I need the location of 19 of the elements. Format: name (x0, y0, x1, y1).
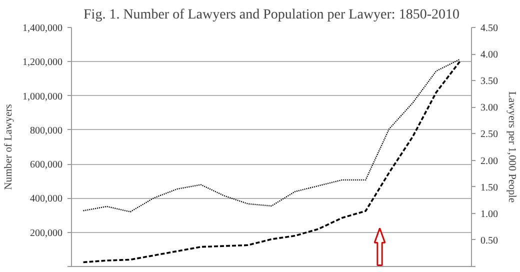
y2-tick-label: 0.50 (480, 235, 498, 246)
y-tick-label: 400,000 (30, 194, 62, 205)
y2-tick-label: 1.50 (480, 182, 498, 194)
y2-tick-label: 3.00 (480, 102, 498, 114)
y-tick-label: 1,000,000 (22, 91, 62, 102)
y2-axis-title: Lawyers per 1,000 People (506, 91, 517, 203)
y-tick-label: 200,000 (30, 228, 62, 239)
y2-tick-label: 2.50 (480, 129, 498, 140)
y2-tick-label: 1.00 (480, 208, 498, 220)
y-tick-label: 600,000 (30, 160, 62, 171)
y2-tick-label: 4.00 (480, 50, 498, 61)
y2-tick-label: 2.00 (480, 156, 498, 167)
y-tick-label: 1,400,000 (22, 23, 62, 34)
y-tick-label: 800,000 (30, 125, 62, 136)
chart-title: Fig. 1. Number of Lawyers and Population per Lawyer: 1850-2010 (84, 8, 460, 22)
y2-tick-label: 4.50 (480, 23, 498, 34)
y-tick-label: 1,200,000 (22, 57, 62, 68)
y-axis-title: Number of Lawyers (4, 104, 14, 190)
y2-tick-label: 3.50 (480, 76, 498, 88)
